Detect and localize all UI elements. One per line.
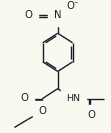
Text: O: O [66,1,74,11]
Text: O: O [38,106,46,117]
Text: +: + [62,9,68,15]
Text: O: O [87,110,95,120]
Text: HN: HN [66,94,80,103]
Text: -: - [75,0,77,7]
Text: O: O [24,10,32,20]
Text: N: N [54,10,61,20]
Text: O: O [20,93,28,103]
